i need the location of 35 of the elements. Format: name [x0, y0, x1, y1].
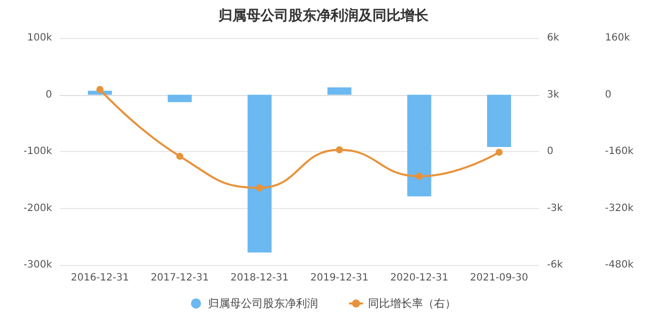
point [416, 172, 423, 180]
point [96, 86, 104, 93]
bar [248, 94, 272, 253]
legend-label: 归属母公司股东净利润 [208, 297, 318, 310]
x-tick-label: 2020-12-31 [390, 272, 448, 284]
point [336, 146, 343, 154]
x-tick-label: 2017-12-31 [150, 272, 209, 284]
y3-tick-label: -320k [605, 202, 634, 214]
y3-tick-label: 0 [605, 89, 612, 100]
y-tick-label: 100k [27, 32, 52, 44]
y-tick-label: -200k [24, 202, 52, 214]
y2-tick-label: 6k [547, 32, 560, 44]
point [176, 152, 184, 160]
y3-tick-label: -160k [605, 146, 634, 157]
y3-tick-label: 160k [605, 32, 630, 44]
y-tick-label: -300k [24, 260, 52, 270]
y-tick-label: 0 [46, 89, 52, 100]
y2-tick-label: -6k [547, 260, 563, 270]
y3-tick-label: -480k [605, 260, 634, 270]
x-tick-label: 2021-09-30 [470, 272, 528, 284]
y2-tick-label: 3k [547, 89, 560, 100]
point [256, 184, 264, 192]
bar [327, 87, 352, 95]
x-tick-label: 2018-12-31 [230, 272, 289, 284]
y-tick-label: -100k [24, 146, 52, 157]
point [496, 148, 503, 156]
bar [407, 94, 432, 196]
x-tick-label: 2019-12-31 [310, 272, 368, 284]
y2-tick-label: -3k [547, 202, 563, 214]
bar [168, 94, 192, 102]
chart-title: 归属母公司股东净利润及同比增长 [218, 7, 430, 24]
bar [487, 94, 512, 147]
y2-tick-label: 0 [547, 146, 554, 157]
x-tick-label: 2016-12-31 [70, 272, 129, 284]
legend-label: 同比增长率（右） [368, 297, 456, 310]
